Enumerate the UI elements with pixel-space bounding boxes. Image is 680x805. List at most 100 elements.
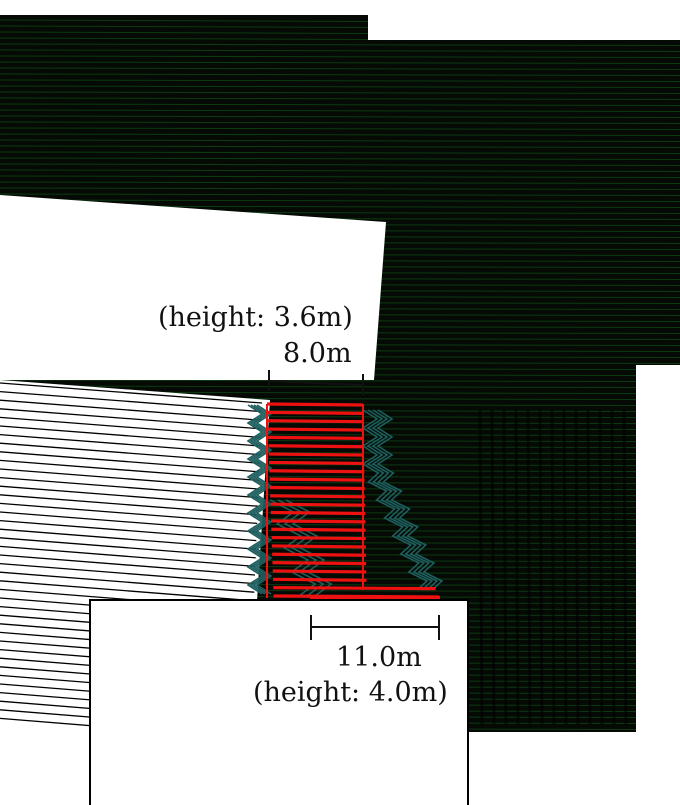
lower-white-panel	[89, 599, 469, 805]
hatch-line	[0, 187, 680, 190]
hatch-line	[0, 91, 680, 94]
hatch-line	[0, 193, 680, 196]
hatch-line	[0, 145, 680, 148]
red-ramp-line	[271, 544, 366, 549]
red-ramp-line	[272, 561, 367, 566]
red-ramp-line	[271, 519, 366, 524]
hatch-line	[562, 409, 568, 726]
floor-line	[0, 390, 262, 413]
teal-zigzag	[376, 409, 444, 591]
hatch-line	[0, 169, 680, 172]
hatch-line	[0, 31, 369, 34]
red-ramp-line	[268, 460, 365, 466]
hatch-line	[0, 97, 680, 100]
hatch-line	[0, 43, 680, 46]
hatch-line	[610, 409, 616, 726]
floor-line	[0, 459, 259, 482]
floor-line	[0, 468, 259, 490]
floor-line	[0, 528, 257, 550]
hatch-line	[538, 409, 544, 726]
hatch-line	[0, 73, 680, 76]
hatch-line	[598, 409, 604, 726]
hatch-line	[0, 61, 680, 64]
floor-line	[0, 399, 262, 421]
teal-zigzag	[255, 404, 273, 595]
hatch-line	[0, 175, 680, 178]
floor-line	[0, 519, 257, 542]
hatch-line	[550, 409, 556, 726]
hatch-line	[0, 49, 680, 52]
hatch-line	[0, 379, 637, 382]
hatch-line	[0, 199, 680, 202]
hatch-line	[0, 55, 680, 58]
floor-line	[0, 408, 261, 430]
red-ramp-line	[270, 494, 365, 499]
floor-line	[0, 580, 255, 602]
red-ramp-line	[271, 527, 366, 532]
hatch-line	[0, 109, 680, 112]
teal-zigzag	[252, 404, 270, 595]
floor-line	[0, 494, 258, 516]
floor-line	[0, 451, 260, 473]
red-ramp-line	[270, 502, 365, 507]
hatch-line	[574, 409, 580, 726]
hatch-line	[526, 409, 532, 726]
hatch-line	[0, 121, 680, 124]
floor-line	[0, 502, 258, 525]
hatch-line	[0, 385, 637, 388]
red-ramp-line	[267, 419, 364, 424]
floor-line	[0, 562, 255, 585]
hatch-line	[0, 103, 680, 106]
top-dim-line	[268, 380, 364, 386]
dimension-annotations: (height: 3.6m) 8.0m 11.0m (height: 4.0m)	[158, 302, 448, 708]
red-ramp-line	[271, 535, 366, 541]
floor-line	[0, 416, 261, 439]
red-ramp-line	[266, 402, 364, 407]
red-ramp-line	[273, 577, 367, 582]
bottom-width-label: 11.0m	[336, 642, 422, 673]
hatch-line	[0, 115, 680, 118]
hatch-line	[0, 151, 680, 154]
floor-line	[0, 485, 258, 507]
red-ramp-line	[267, 427, 364, 432]
teal-zigzag	[366, 409, 434, 591]
hatch-line	[0, 163, 680, 166]
hatch-line	[514, 409, 520, 726]
front-white-panel	[89, 599, 469, 805]
floor-line	[0, 433, 260, 456]
hatch-line	[0, 181, 680, 184]
red-ramp-line	[268, 435, 364, 440]
red-ramp-line	[268, 444, 364, 449]
hatch-line	[478, 409, 484, 726]
teal-zigzag	[371, 409, 439, 591]
red-ramp-line	[269, 485, 365, 491]
hatch-line	[0, 139, 680, 142]
hatch-line	[502, 409, 508, 726]
hatch-line	[0, 85, 680, 88]
floor-line	[0, 571, 255, 593]
hatch-line	[622, 409, 628, 726]
upper-white-panel	[0, 195, 386, 380]
red-ramp-line	[267, 410, 364, 415]
red-ramp-line	[272, 569, 367, 574]
floor-line	[0, 554, 256, 576]
bottom-height-label: (height: 4.0m)	[253, 677, 448, 708]
hatch-line	[0, 133, 680, 136]
red-ramp-line	[269, 469, 365, 474]
floor-line	[0, 476, 259, 499]
red-ramp-lines	[266, 402, 440, 600]
red-ramp-line	[269, 477, 365, 482]
hatch-line	[0, 127, 680, 130]
floor-line	[0, 382, 263, 404]
hatch-line	[490, 409, 496, 726]
teal-zigzag	[249, 404, 267, 595]
top-width-label: 8.0m	[283, 338, 352, 369]
floor-line	[0, 425, 261, 447]
hatch-line	[0, 25, 369, 28]
floor-line	[0, 545, 256, 568]
hatch-line	[0, 79, 680, 82]
top-height-label: (height: 3.6m)	[158, 302, 353, 333]
teal-zigzag	[361, 409, 429, 591]
